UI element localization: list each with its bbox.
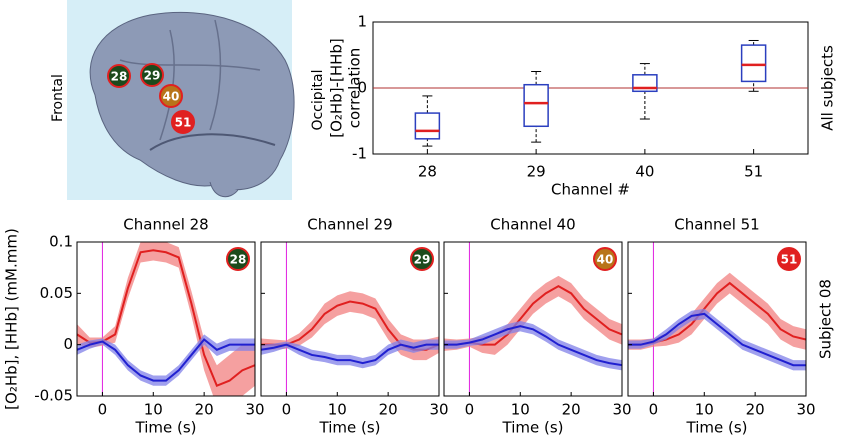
x-tick-label: 30 xyxy=(429,401,448,419)
box xyxy=(740,44,767,83)
box xyxy=(523,83,549,128)
channel-badge xyxy=(593,247,617,271)
x-axis-label: Time (s) xyxy=(502,419,564,437)
y-tick-label: 0 xyxy=(63,335,73,353)
y-tick-label: -0.05 xyxy=(34,387,73,405)
panel-title: Channel 28 xyxy=(123,216,208,234)
axes-frame xyxy=(76,241,256,397)
y-axis-label: correlation xyxy=(346,48,364,129)
panel-title: Channel 40 xyxy=(490,216,575,234)
channel-marker-label: 51 xyxy=(175,116,192,130)
x-tick-label: 20 xyxy=(562,401,581,419)
channel-marker-label: 40 xyxy=(163,90,180,104)
channel-marker xyxy=(140,63,164,87)
axes-frame xyxy=(627,241,807,397)
x-tick-label: 20 xyxy=(379,401,398,419)
x-tick-label: 28 xyxy=(418,163,437,181)
error-band xyxy=(444,321,622,371)
x-tick-label: 10 xyxy=(144,401,163,419)
x-tick-label: 10 xyxy=(328,401,347,419)
series-line xyxy=(261,343,439,365)
channel-badge xyxy=(777,247,801,271)
y-axis-label: [O₂Hb], [HHb] (mM.mm) xyxy=(3,228,21,410)
x-axis-label: Time (s) xyxy=(135,419,197,437)
brain-label: Occipital xyxy=(310,69,326,130)
x-tick-label: 20 xyxy=(746,401,765,419)
x-tick-label: 40 xyxy=(635,163,654,181)
channel-marker xyxy=(159,84,183,108)
brain-label: Frontal xyxy=(50,74,66,122)
x-tick-label: 30 xyxy=(612,401,631,419)
channel-marker-label: 29 xyxy=(144,69,161,83)
y-tick-label: 0.05 xyxy=(40,284,73,302)
x-tick-label: 0 xyxy=(282,401,292,419)
channel-marker xyxy=(107,64,131,88)
x-axis-label: Time (s) xyxy=(686,419,748,437)
x-tick-label: 0 xyxy=(649,401,659,419)
side-label: All subjects xyxy=(819,45,837,131)
x-tick-label: 51 xyxy=(744,163,763,181)
x-tick-label: 10 xyxy=(511,401,530,419)
axes-frame xyxy=(260,241,440,397)
x-tick-label: 0 xyxy=(465,401,475,419)
side-label: Subject 08 xyxy=(817,279,835,359)
y-axis-label: [O₂Hb]-[HHb] xyxy=(328,38,346,138)
x-tick-label: 10 xyxy=(695,401,714,419)
channel-badge-label: 40 xyxy=(597,253,614,267)
x-axis-label: Channel # xyxy=(551,181,630,199)
x-tick-label: 30 xyxy=(796,401,815,419)
y-tick-label: 0 xyxy=(357,79,367,97)
channel-badge xyxy=(226,247,250,271)
channel-marker-label: 28 xyxy=(111,70,128,84)
series-line xyxy=(77,249,255,388)
error-band xyxy=(444,275,622,355)
series-line xyxy=(444,325,622,367)
channel-badge-label: 51 xyxy=(781,253,798,267)
x-tick-label: 30 xyxy=(245,401,264,419)
x-axis-label: Time (s) xyxy=(319,419,381,437)
error-band xyxy=(77,242,255,396)
y-tick-label: 0.1 xyxy=(49,233,73,251)
y-tick-label: 1 xyxy=(357,13,367,31)
series-line xyxy=(628,312,806,367)
x-tick-label: 29 xyxy=(527,163,546,181)
axes-frame xyxy=(443,241,623,397)
brain-illustration xyxy=(67,0,295,200)
series-line xyxy=(77,338,255,382)
channel-badge xyxy=(410,247,434,271)
box xyxy=(414,112,441,140)
error-band xyxy=(628,308,806,371)
y-tick-label: -1 xyxy=(352,145,367,163)
error-band xyxy=(77,334,255,386)
channel-marker xyxy=(171,110,195,134)
panel-title: Channel 51 xyxy=(674,216,759,234)
x-tick-label: 0 xyxy=(98,401,108,419)
channel-badge-label: 29 xyxy=(414,253,431,267)
panel-title: Channel 29 xyxy=(307,216,392,234)
channel-badge-label: 28 xyxy=(230,253,247,267)
x-tick-label: 20 xyxy=(195,401,214,419)
